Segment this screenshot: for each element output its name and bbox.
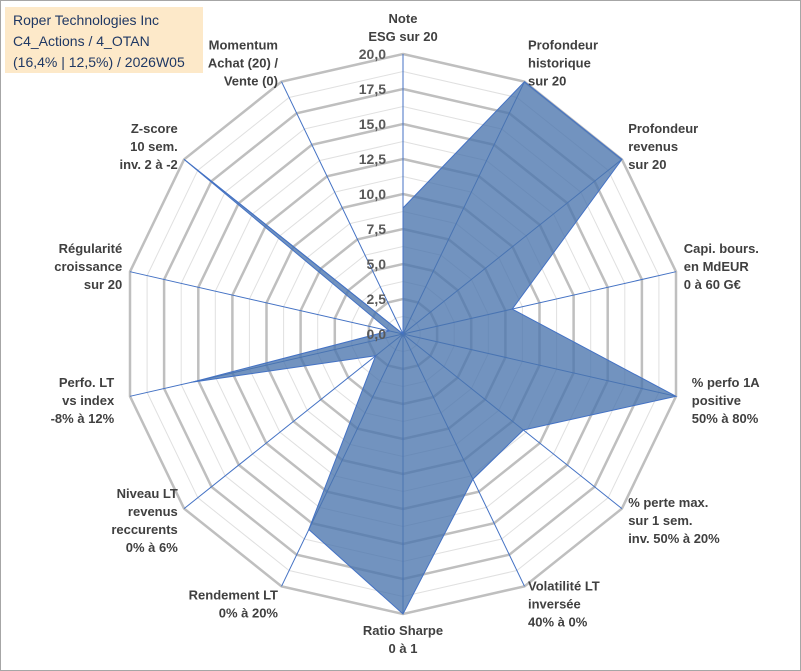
axis-label: Volatilité LT inversée 40% à 0%	[528, 578, 600, 629]
series-area	[183, 81, 678, 615]
tick-label: 5,0	[367, 256, 387, 272]
axis-label: Note ESG sur 20	[368, 11, 437, 44]
axis-label: Momentum Achat (20) / Vente (0)	[208, 38, 278, 89]
axis-label: Ratio Sharpe 0 à 1	[363, 623, 443, 656]
axis-spoke	[183, 333, 404, 509]
tick-label: 0,0	[367, 326, 387, 342]
axis-label: Capi. bours. en MdEUR 0 à 60 G€	[684, 241, 759, 292]
axis-label: Rendement LT 0% à 20%	[189, 587, 279, 620]
chart-title-box: Roper Technologies Inc C4_Actions / 4_OT…	[5, 7, 203, 73]
axis-label: % perte max. sur 1 sem. inv. 50% à 20%	[628, 495, 720, 546]
axis-spoke	[281, 81, 404, 335]
tick-label: 15,0	[359, 116, 386, 132]
axis-label: Régularité croissance sur 20	[54, 241, 122, 292]
title-line-1: Roper Technologies Inc	[13, 12, 160, 28]
title-line-2: C4_Actions / 4_OTAN	[13, 33, 150, 49]
axis-label: Profondeur historique sur 20	[528, 38, 598, 89]
axis-label: Profondeur revenus sur 20	[628, 121, 698, 172]
radial-tick-labels: 0,0 2,5 5,0 7,5 10,0 12,5 15,0 17,5 20,0	[359, 46, 386, 342]
axis-label: Z-score 10 sem. inv. 2 à -2	[120, 121, 178, 172]
axis-label: Niveau LT revenus reccurents 0% à 6%	[111, 486, 178, 555]
series-area-polygon	[183, 81, 678, 615]
tick-label: 2,5	[367, 291, 387, 307]
axis-label: Perfo. LT vs index -8% à 12%	[51, 375, 115, 426]
axis-spoke	[129, 271, 404, 335]
tick-label: 20,0	[359, 46, 386, 62]
tick-label: 7,5	[367, 221, 387, 237]
axis-labels: Note ESG sur 20 Profondeur historique sur 20…	[51, 11, 761, 656]
tick-label: 12,5	[359, 151, 386, 167]
tick-label: 17,5	[359, 81, 386, 97]
title-line-3: (16,4% | 12,5%) / 2026W05	[13, 54, 185, 70]
axis-label: % perfo 1A positive 50% à 80%	[692, 375, 761, 426]
tick-label: 10,0	[359, 186, 386, 202]
